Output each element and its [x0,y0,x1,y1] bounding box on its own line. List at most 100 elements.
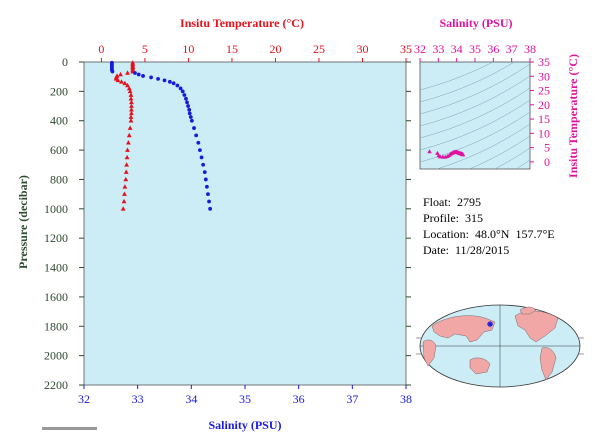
pressure-tick-label: 1200 [44,231,68,245]
ts-temperature-tick-label: 35 [538,55,550,69]
pressure-tick-label: 800 [50,172,68,186]
pressure-tick-label: 1800 [44,319,68,333]
temperature-tick-label: 5 [142,42,148,56]
temperature-tick-label: 10 [182,42,194,56]
temperature-tick-label: 20 [269,42,281,56]
temperature-point [128,96,134,101]
pressure-tick-label: 2200 [44,378,68,392]
density-contour [420,99,530,151]
ts-salinity-axis-title: Salinity (PSU) [439,16,512,30]
world-map [416,304,584,388]
ts-density-contours [420,62,530,169]
salinity-point [167,79,172,84]
ts-point [437,154,443,159]
float-label: Float: 2795 [423,195,482,209]
temperature-point [115,77,121,83]
ts-temperature-tick-label: 10 [538,126,550,140]
salinity-point [185,100,189,105]
temperature-point [126,132,132,138]
ts-point [427,149,432,154]
temperature-point [119,79,124,84]
footer-stamp [42,427,97,430]
ts-temperature-tick-label: 30 [538,69,550,83]
map-land [422,306,559,381]
map-land-south-america [539,347,557,381]
temperature-axis-title: Insitu Temperature (°C) [180,16,304,30]
date-label: Date: 11/28/2015 [423,243,510,257]
temperature-point [125,140,131,145]
ts-temperature-tick-label: 5 [544,141,550,155]
temperature-point [125,147,130,152]
map-land-africa-east [422,339,437,367]
salinity-tick-label: 33 [132,392,144,406]
temperature-point [123,169,129,174]
temperature-point [125,82,130,88]
ts-salinity-tick-label: 37 [506,42,518,56]
ts-salinity-tick-label: 34 [451,42,463,56]
pressure-axis-title: Pressure (decibar) [16,175,30,269]
temperature-point [129,103,134,108]
salinity-point [156,76,160,81]
temperature-point [128,114,134,119]
temperature-point [118,71,123,77]
salinity-tick-label: 37 [346,392,358,406]
salinity-point [196,140,201,145]
temperature-point [122,80,128,86]
temperature-point [129,110,134,116]
float-location-marker [487,321,494,328]
pressure-tick-label: 0 [62,55,68,69]
salinity-point [141,74,145,78]
salinity-tick-label: 35 [239,392,251,406]
density-contour [420,75,530,127]
temperature-point [121,198,127,204]
salinity-point [110,69,115,74]
pressure-tick-label: 400 [50,114,68,128]
density-contour [420,62,494,91]
map-land-greenland [519,306,537,315]
temperature-point [122,191,127,196]
salinity-point [133,71,137,75]
temperature-point [125,70,130,75]
map-graticule [416,305,584,387]
density-contour [494,147,530,169]
temperature-point [128,92,134,97]
salinity-point [192,126,196,130]
salinity-point [199,155,204,160]
salinity-point [175,83,180,88]
ts-salinity-tick-label: 36 [487,42,499,56]
ts-point [460,152,466,157]
temperature-point [126,85,132,91]
map-land-australia [469,357,491,375]
temperature-point [123,176,129,182]
salinity-point [189,118,194,123]
profile-plot-area [83,61,407,386]
ts-temperature-axis-title: Insitu Temperature (°C) [566,54,580,178]
map-land-asia [431,315,496,343]
salinity-tick-label: 38 [400,392,412,406]
salinity-point [208,206,213,211]
ts-salinity-tick-label: 35 [469,42,481,56]
salinity-point [178,86,183,91]
temperature-point [124,154,130,160]
ts-salinity-tick-label: 38 [524,42,536,56]
salinity-point [204,184,209,189]
temperature-tick-label: 30 [356,42,368,56]
density-contour [420,62,515,103]
density-contour [420,63,530,115]
profile-chart: 0 5 10 15 20 25 30 35 32 33 34 35 36 37 38 0 200 400 600 80… [16,16,412,432]
temperature-point [127,125,133,130]
salinity-point [162,78,167,83]
ts-temperature-tick-label: 25 [538,84,550,98]
salinity-point [194,133,199,138]
density-contour [420,111,530,163]
pressure-tick-label: 1000 [44,202,68,216]
ts-plot-area [419,61,531,170]
temperature-point [129,107,134,112]
pressure-tick-label: 1400 [44,261,68,275]
temperature-point [129,99,134,105]
salinity-point [136,72,141,77]
ts-salinity-tick-label: 33 [432,42,444,56]
salinity-point [201,162,206,167]
